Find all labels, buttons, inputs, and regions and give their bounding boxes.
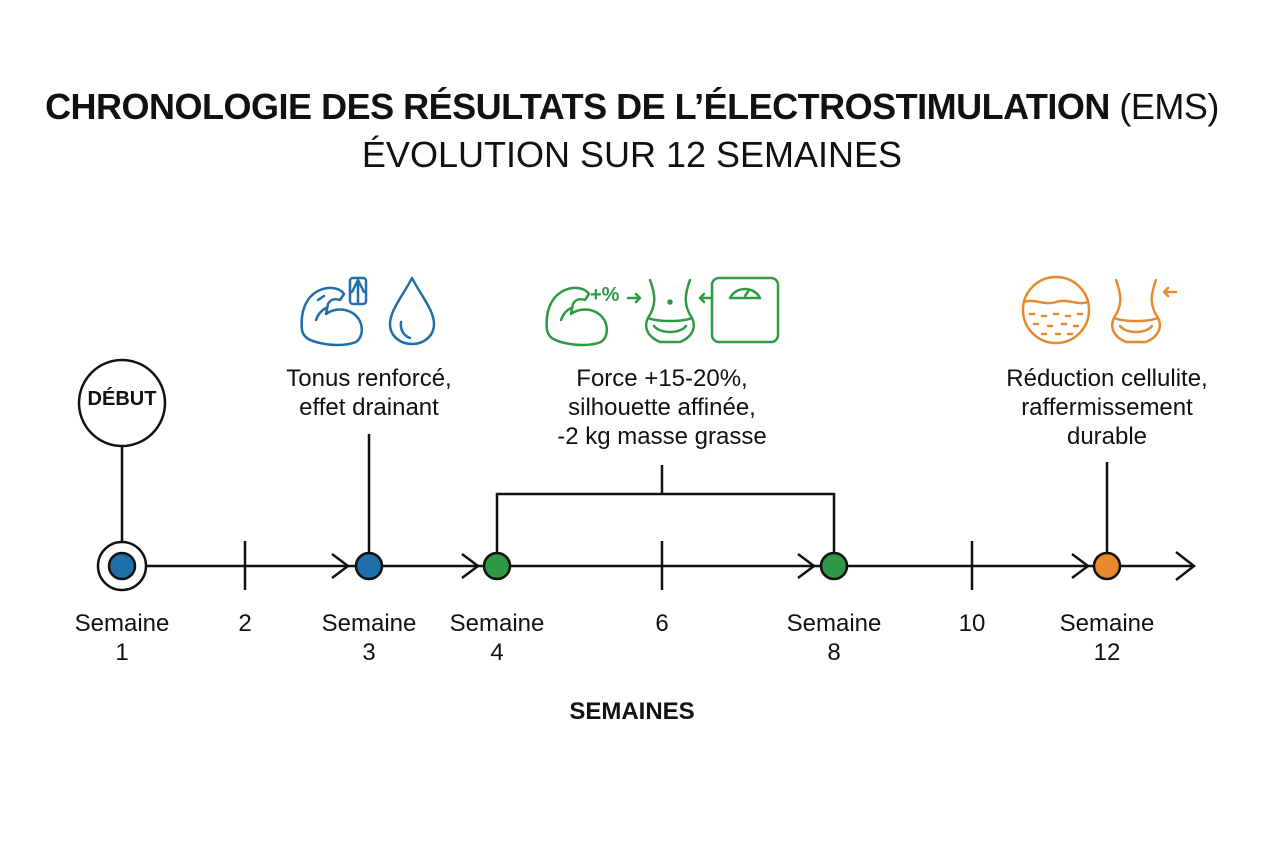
milestone-week-3-text: Tonus renforcé, effet drainant [269, 364, 469, 422]
axis-arrow [797, 553, 817, 579]
tick-label-line: Semaine [449, 610, 545, 637]
tick-label-line: 3 [362, 639, 376, 666]
tick-label-line: Semaine [321, 610, 417, 637]
tick-label-line: 2 [238, 610, 252, 637]
tick-label-line: 1 [115, 639, 129, 666]
chart-subtitle: ÉVOLUTION SUR 12 SEMAINES [361, 134, 903, 175]
tick-label-line: 8 [827, 639, 841, 666]
milestone-line: Réduction cellulite, [1006, 365, 1208, 392]
tick-label-week-10: 10 [932, 609, 1012, 638]
tick-label-week-6: 6 [622, 609, 702, 638]
milestone-week-4-8-text: Force +15-20%, silhouette affinée, -2 kg… [542, 364, 782, 451]
tick-label-week-12: Semaine 12 [1047, 609, 1167, 667]
milestone-week-12-text: Réduction cellulite, raffermissement dur… [982, 364, 1232, 451]
start-label: DÉBUT [87, 388, 157, 410]
milestone-line: silhouette affinée, [568, 394, 756, 421]
milestone-line: Tonus renforcé, [286, 365, 452, 392]
tick-label-line: 12 [1093, 639, 1121, 666]
tick-label-line: Semaine [1059, 610, 1155, 637]
waist-slimming-icon [1110, 278, 1178, 344]
chart-title: CHRONOLOGIE DES RÉSULTATS DE L’ÉLECTROST… [0, 86, 1264, 128]
skin-layer-icon [1021, 275, 1091, 345]
milestone-line: Force +15-20%, [576, 365, 748, 392]
icon-plus-percent: +% [590, 284, 620, 306]
milestone-line: -2 kg masse grasse [557, 423, 767, 450]
axis-arrow [1071, 553, 1091, 579]
axis-arrow [331, 553, 351, 579]
tick-label-week-2: 2 [205, 609, 285, 638]
flexed-arm-up-arrow-icon [300, 276, 368, 347]
tick-label-line: Semaine [786, 610, 882, 637]
week-4-8-bracket [495, 492, 836, 552]
waist-slimming-icon [626, 278, 714, 344]
axis-arrow [461, 553, 481, 579]
title-paren: (EMS) [1119, 86, 1219, 127]
tick-label-line: Semaine [74, 610, 170, 637]
tick-label-line: 4 [490, 639, 504, 666]
milestone-line: effet drainant [299, 394, 439, 421]
tick-label-line: 6 [655, 610, 669, 637]
tick-label-week-3: Semaine 3 [309, 609, 429, 667]
week-12-node [1092, 551, 1122, 581]
axis-end-arrow [1175, 551, 1197, 581]
tick-label-week-8: Semaine 8 [774, 609, 894, 667]
water-drop-icon [388, 276, 436, 346]
tick-label-line: 10 [958, 610, 986, 637]
tick-label-week-4: Semaine 4 [437, 609, 557, 667]
flexed-arm-plus-percent-icon: +% [545, 284, 620, 347]
title-main: CHRONOLOGIE DES RÉSULTATS DE L’ÉLECTROST… [45, 86, 1110, 127]
week-1-node [107, 551, 137, 581]
week-4-node [482, 551, 512, 581]
week-8-node [819, 551, 849, 581]
week-3-node [354, 551, 384, 581]
axis-title: SEMAINES [569, 698, 695, 725]
tick-label-week-1: Semaine 1 [62, 609, 182, 667]
milestone-line: durable [1066, 423, 1148, 450]
scale-icon [710, 276, 780, 344]
milestone-line: raffermissement [1021, 394, 1193, 421]
